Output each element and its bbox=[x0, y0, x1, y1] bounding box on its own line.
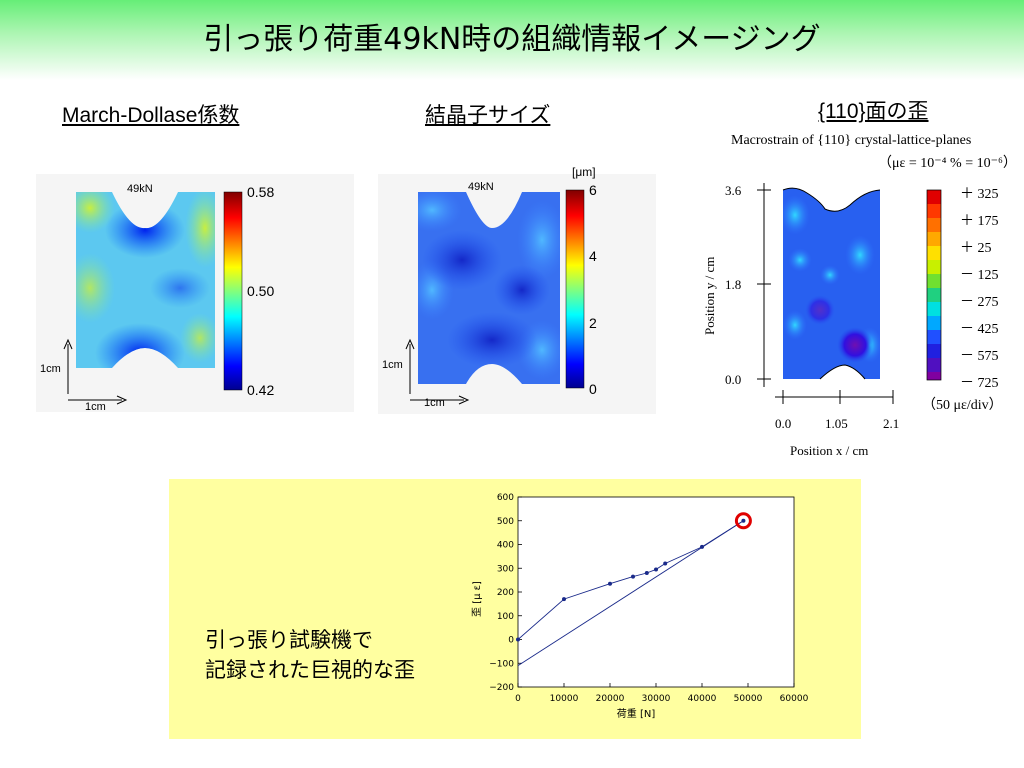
strain-level-6: － 575 bbox=[960, 349, 999, 364]
x-tick-label: 50000 bbox=[734, 694, 763, 704]
x-tick-label: 20000 bbox=[596, 694, 625, 704]
chart-xlabel: 荷重 [N] bbox=[617, 707, 656, 720]
load-strain-chart: −200 −100 0 100 200 300 400 500 600 0 10000 20000 3… bbox=[471, 493, 809, 720]
strain-top-notch-outline bbox=[782, 187, 881, 212]
y-tick-label: −100 bbox=[489, 659, 514, 669]
strain-xlabel: Position x / cm bbox=[790, 443, 868, 458]
strain-level-colorbar bbox=[926, 189, 942, 381]
strain-ytick-label-0: 3.6 bbox=[725, 183, 742, 198]
md-tick-bottom: 0.42 bbox=[247, 382, 274, 398]
x-tick-label: 30000 bbox=[642, 694, 671, 704]
march-dollase-map-label: 49kN bbox=[127, 183, 153, 195]
y-tick-label: 600 bbox=[497, 493, 514, 503]
strain-ylabel: Position y / cm bbox=[702, 257, 717, 335]
md-scale-y-arrow-icon bbox=[63, 338, 73, 350]
slide-title: 引っ張り荷重49kN時の組織情報イメージング bbox=[203, 22, 821, 57]
y-tick-label: 400 bbox=[497, 541, 514, 551]
data-point bbox=[663, 561, 668, 566]
cs-tick-6: 6 bbox=[589, 182, 597, 198]
march-dollase-title: March-Dollase係数 bbox=[62, 104, 240, 127]
x-tick-label: 40000 bbox=[688, 694, 717, 704]
y-tick-label: 0 bbox=[508, 636, 514, 646]
y-tick-label: −200 bbox=[489, 683, 514, 693]
strain-level-1: ＋ 175 bbox=[960, 214, 999, 229]
md-tick-top: 0.58 bbox=[247, 184, 274, 200]
strain-level-5: － 425 bbox=[960, 322, 999, 337]
chart-ylabel: 歪 [μ ε] bbox=[471, 581, 483, 617]
md-scale-x-label: 1cm bbox=[85, 401, 106, 413]
strain-xtick-label-2: 2.1 bbox=[883, 416, 899, 431]
strain-level-3: － 125 bbox=[960, 268, 999, 283]
y-tick-label: 500 bbox=[497, 517, 514, 527]
strain-bottom-notch-outline bbox=[819, 364, 866, 380]
data-point bbox=[654, 567, 658, 572]
title-band bbox=[0, 0, 1024, 80]
cs-scale-x-label: 1cm bbox=[424, 397, 445, 409]
strain-subtitle-1: Macrostrain of {110} crystal-lattice-pla… bbox=[731, 133, 972, 148]
data-point bbox=[516, 637, 520, 642]
x-tick-label: 0 bbox=[515, 694, 521, 704]
plot-area bbox=[517, 496, 795, 688]
x-tick-label: 60000 bbox=[780, 694, 809, 704]
note-line-1: 引っ張り試験機で bbox=[205, 628, 373, 652]
x-tick-label: 10000 bbox=[550, 694, 579, 704]
series-line-1 bbox=[517, 520, 744, 667]
y-tick-label: 200 bbox=[497, 588, 514, 598]
data-point bbox=[608, 581, 612, 586]
march-dollase-colorbar bbox=[223, 191, 243, 391]
strain-map: 3.6 1.8 0.0 Position y / cm 0.0 1.05 2.1… bbox=[702, 183, 942, 458]
cs-scale-y-label: 1cm bbox=[382, 359, 403, 371]
highlight-circle bbox=[734, 512, 752, 530]
strain-level-note: （50 με/div） bbox=[922, 398, 1003, 413]
crystal-size-unit: [μm] bbox=[572, 165, 596, 179]
y-tick-label: 300 bbox=[497, 564, 514, 574]
strain-level-7: － 725 bbox=[960, 376, 999, 391]
md-scale-x-arrow-icon bbox=[116, 395, 128, 405]
cs-scale-y-arrow-icon bbox=[405, 338, 415, 350]
data-point bbox=[644, 571, 649, 575]
md-scale-y-label: 1cm bbox=[40, 363, 61, 375]
crystal-size-title: 結晶子サイズ bbox=[425, 104, 551, 127]
cs-tick-4: 4 bbox=[589, 248, 597, 264]
cs-scale-x-arrow-icon bbox=[458, 395, 470, 405]
march-dollase-map: 49kN 0.58 0.50 0.42 1cm 1cm bbox=[36, 174, 354, 413]
y-tick-label: 100 bbox=[497, 612, 514, 622]
data-point bbox=[562, 597, 566, 602]
note-line-2: 記録された巨視的な歪 bbox=[205, 658, 415, 682]
note-text: 引っ張り試験機で 記録された巨視的な歪 bbox=[205, 625, 415, 685]
strain-ytick-label-2: 0.0 bbox=[725, 372, 741, 387]
strain-title: {110}面の歪 bbox=[818, 100, 929, 123]
strain-ytick-label-1: 1.8 bbox=[725, 277, 741, 292]
strain-xtick-label-1: 1.05 bbox=[825, 416, 848, 431]
strain-subtitle-2: （με = 10⁻⁴ % = 10⁻⁶） bbox=[878, 156, 1017, 171]
crystal-size-colorbar bbox=[565, 189, 585, 389]
strain-level-4: － 275 bbox=[960, 295, 999, 310]
md-tick-mid: 0.50 bbox=[247, 283, 274, 299]
data-point bbox=[631, 574, 635, 579]
crystal-size-map-label: 49kN bbox=[468, 181, 494, 193]
cs-tick-2: 2 bbox=[589, 315, 597, 331]
cs-tick-0: 0 bbox=[589, 381, 597, 397]
strain-level-0: ＋ 325 bbox=[960, 187, 999, 202]
strain-level-2: ＋ 25 bbox=[960, 241, 992, 256]
strain-xtick-label-0: 0.0 bbox=[775, 416, 791, 431]
crystal-size-map: 49kN [μm] 6 4 2 0 1cm 1cm bbox=[378, 165, 656, 414]
